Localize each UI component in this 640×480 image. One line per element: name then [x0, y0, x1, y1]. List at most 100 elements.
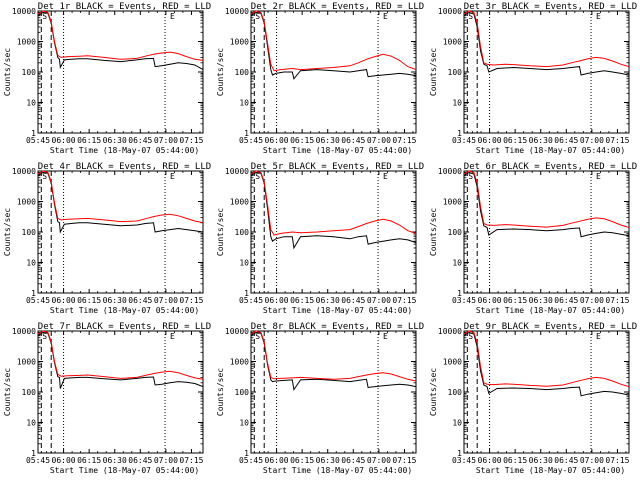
x-tick-label: 06:45 — [128, 296, 152, 305]
y-tick-label: 1 — [457, 289, 462, 298]
x-tick-label: 07:00 — [154, 296, 178, 305]
chart-title: Det 1r BLACK = Events, RED = LLD — [38, 2, 211, 12]
x-tick-label: 07:00 — [580, 136, 604, 145]
y-axis-label: Counts/sec — [429, 48, 438, 96]
marker-label-e: E — [383, 332, 388, 341]
x-axis-label: Start Time (18-May-07 05:44:00) — [476, 146, 625, 155]
events-series-line — [250, 331, 417, 391]
marker-label-e: E — [170, 12, 175, 21]
chart-svg: Det 6r BLACK = Events, RED = LLD 1 10 100 10… — [429, 162, 637, 315]
marker-label-s: S — [255, 172, 260, 181]
x-tick-label: 03:45 — [452, 456, 476, 465]
chart-svg: Det 9r BLACK = Events, RED = LLD 1 10 100 10… — [429, 322, 637, 475]
x-tick-label: 03:45 — [452, 136, 476, 145]
x-tick-label: 06:45 — [341, 136, 365, 145]
y-tick-label: 100 — [235, 228, 250, 237]
x-tick-label: 05:45 — [239, 456, 263, 465]
x-tick-label: 06:30 — [103, 456, 127, 465]
x-tick-label: 06:45 — [128, 136, 152, 145]
detector-panel-6: Det 6r BLACK = Events, RED = LLD 1 10 100 10… — [426, 160, 639, 320]
y-tick-label: 100 — [22, 228, 37, 237]
marker-label-e: E — [170, 172, 175, 181]
x-tick-label: 07:15 — [392, 456, 416, 465]
lld-series-line — [37, 330, 204, 380]
chart-title: Det 3r BLACK = Events, RED = LLD — [464, 2, 637, 12]
y-axis-label: Counts/sec — [429, 368, 438, 416]
lld-series-line — [250, 330, 417, 382]
x-tick-label: 06:30 — [103, 136, 127, 145]
marker-label-s: S — [468, 172, 473, 181]
y-tick-label: 1 — [244, 129, 249, 138]
x-axis-label: Start Time (18-May-07 05:44:00) — [50, 466, 199, 475]
y-tick-label: 10 — [26, 99, 36, 108]
y-axis-label: Counts/sec — [216, 208, 225, 256]
y-tick-label: 1 — [31, 289, 36, 298]
x-tick-label: 06:00 — [478, 456, 502, 465]
y-tick-label: 10 — [239, 419, 249, 428]
x-tick-label: 06:15 — [290, 136, 314, 145]
events-series-line — [463, 11, 630, 76]
y-tick-label: 100 — [235, 68, 250, 77]
y-tick-label: 1000 — [230, 198, 249, 207]
chart-svg: Det 1r BLACK = Events, RED = LLD 1 10 100 10… — [3, 2, 211, 155]
chart-title: Det 5r BLACK = Events, RED = LLD — [251, 162, 424, 172]
x-tick-label: 06:15 — [503, 296, 527, 305]
y-axis-label: Counts/sec — [216, 48, 225, 96]
x-tick-label: 06:15 — [77, 136, 101, 145]
x-tick-label: 05:45 — [239, 136, 263, 145]
plot-frame — [250, 10, 417, 134]
y-tick-label: 100 — [235, 388, 250, 397]
y-tick-label: 1 — [31, 449, 36, 458]
x-tick-label: 07:15 — [392, 136, 416, 145]
y-tick-label: 10 — [26, 419, 36, 428]
y-tick-label: 100 — [22, 68, 37, 77]
y-tick-label: 1 — [244, 449, 249, 458]
y-tick-label: 1 — [457, 449, 462, 458]
events-series-line — [463, 171, 630, 238]
y-tick-label: 10 — [239, 259, 249, 268]
detector-panel-4: Det 4r BLACK = Events, RED = LLD 1 10 100 10… — [0, 160, 213, 320]
x-tick-label: 06:45 — [341, 296, 365, 305]
x-tick-label: 07:15 — [179, 296, 203, 305]
x-tick-label: 06:30 — [103, 296, 127, 305]
x-tick-label: 06:45 — [554, 296, 578, 305]
chart-title: Det 4r BLACK = Events, RED = LLD — [38, 162, 211, 172]
y-tick-label: 1000 — [443, 38, 462, 47]
x-tick-label: 07:15 — [179, 136, 203, 145]
x-tick-label: 06:00 — [52, 456, 76, 465]
chart-title: Det 7r BLACK = Events, RED = LLD — [38, 322, 211, 332]
plot-frame — [37, 170, 204, 294]
x-tick-label: 07:15 — [605, 136, 629, 145]
x-tick-label: 06:30 — [316, 296, 340, 305]
chart-svg: Det 8r BLACK = Events, RED = LLD 1 10 100 10… — [216, 322, 424, 475]
x-tick-label: 06:45 — [341, 456, 365, 465]
x-tick-label: 05:45 — [26, 136, 50, 145]
marker-label-e: E — [596, 332, 601, 341]
chart-title: Det 2r BLACK = Events, RED = LLD — [251, 2, 424, 12]
y-tick-label: 10 — [452, 259, 462, 268]
y-tick-label: 1000 — [17, 358, 36, 367]
x-tick-label: 05:45 — [239, 296, 263, 305]
detector-panel-7: Det 7r BLACK = Events, RED = LLD 1 10 100 10… — [0, 320, 213, 480]
lld-series-line — [37, 10, 204, 61]
y-tick-label: 1000 — [443, 358, 462, 367]
marker-label-e: E — [596, 172, 601, 181]
x-tick-label: 07:00 — [367, 296, 391, 305]
x-tick-label: 06:15 — [290, 456, 314, 465]
events-series-line — [250, 171, 417, 250]
events-series-line — [250, 11, 417, 80]
y-tick-label: 10 — [239, 99, 249, 108]
y-tick-label: 1 — [244, 289, 249, 298]
y-tick-label: 10000 — [12, 167, 36, 176]
y-axis-label: Counts/sec — [3, 48, 12, 96]
y-tick-label: 1000 — [17, 198, 36, 207]
x-tick-label: 06:15 — [77, 456, 101, 465]
x-tick-label: 06:45 — [554, 136, 578, 145]
marker-label-s: S — [255, 12, 260, 21]
x-tick-label: 03:45 — [452, 296, 476, 305]
chart-title: Det 9r BLACK = Events, RED = LLD — [464, 322, 637, 332]
events-series-line — [37, 171, 204, 234]
x-tick-label: 06:00 — [478, 296, 502, 305]
marker-label-s: S — [42, 172, 47, 181]
x-tick-label: 07:00 — [580, 296, 604, 305]
